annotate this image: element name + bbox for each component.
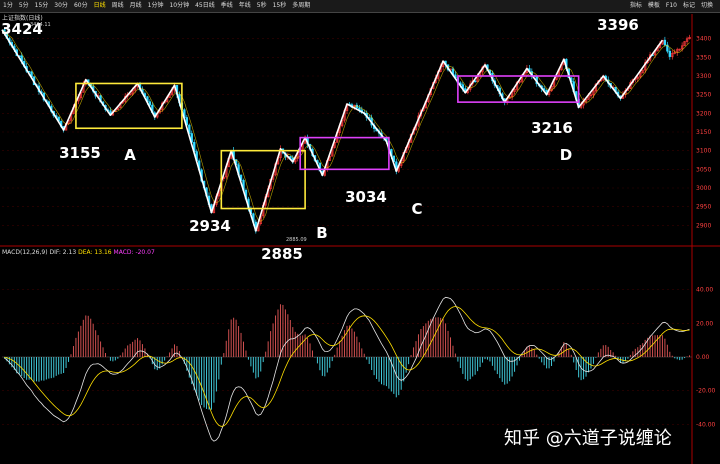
timeframe-tab[interactable]: 月线 <box>129 2 142 9</box>
price-label: 3216 <box>531 119 573 137</box>
pivot-box-d <box>457 75 580 103</box>
timeframe-tab[interactable]: 日线 <box>93 2 106 9</box>
timeframe-tab[interactable]: 45日线 <box>195 2 215 9</box>
segment-letter-label: C <box>411 200 422 218</box>
toolbar-menu-item[interactable]: 模板 <box>647 2 660 9</box>
pivot-box-c <box>299 136 390 171</box>
candle-body <box>685 38 689 42</box>
candle-body <box>678 48 681 51</box>
zigzag-line <box>1 29 664 232</box>
candle-body <box>128 93 132 96</box>
price-label: 3155 <box>59 144 101 162</box>
candle-body <box>636 76 639 79</box>
toolbar-menu-item[interactable]: 标记 <box>682 2 695 9</box>
candle-body <box>513 88 516 92</box>
pivot-box-b <box>220 149 306 210</box>
price-tick-label: 3400 <box>696 36 711 43</box>
price-tick-label: 2950 <box>696 204 711 211</box>
candle-body <box>592 90 595 96</box>
timeframe-tab[interactable]: 季线 <box>220 2 233 9</box>
timeframe-tab[interactable]: 15秒 <box>272 2 287 9</box>
chart-title: 上证指数(日线) <box>2 15 43 22</box>
watermark: 知乎 @六道子说缠论 <box>504 428 672 449</box>
toolbar-menu-item[interactable]: F10 <box>665 2 677 9</box>
timeframe-tab[interactable]: 周线 <box>111 2 124 9</box>
candle-body <box>584 99 588 102</box>
segment-letter-label: D <box>560 146 572 164</box>
segment-letter-label: A <box>124 146 136 164</box>
macd-legend: MACD(12,26,9) DIF: 2.13 DEA: 13.16 MACD:… <box>2 249 155 256</box>
candle-body <box>333 141 336 148</box>
price-label: 3424 <box>1 20 43 38</box>
macd-dif: DIF: 2.13 <box>49 249 77 256</box>
toolbar-menu-item[interactable]: 指标 <box>629 2 642 9</box>
price-tick-label: 3300 <box>696 73 711 80</box>
candle-body <box>641 69 644 74</box>
timeframe-tab[interactable]: 60分 <box>73 2 88 9</box>
timeframe-tab[interactable]: 5分 <box>18 2 29 9</box>
macd-tick-label: -20.00 <box>696 388 716 395</box>
candle-body <box>673 51 676 54</box>
timeframe-tab[interactable]: 1分 <box>3 2 13 9</box>
timeframe-tab[interactable]: 年线 <box>238 2 251 9</box>
macd-value: MACD: -20.07 <box>113 249 155 256</box>
candle-body <box>680 45 684 50</box>
toolbar-menu-item[interactable]: 切换 <box>700 2 713 9</box>
macd-dea-line <box>4 306 690 427</box>
macd-tick-label: -40.00 <box>696 421 716 428</box>
timeframe-tab[interactable]: 5秒 <box>256 2 267 9</box>
candle-body <box>148 101 152 106</box>
period-toolbar: 1分 5分 15分 30分 60分 日线 周线 月线 1分钟 10分钟 45日线 季线 年线 5秒 15秒多… <box>0 0 720 13</box>
candle-body <box>676 49 679 53</box>
extreme-value-annotation: 2885.09 <box>286 237 307 243</box>
pivot-box-a <box>75 82 183 130</box>
price-label: 3034 <box>345 188 387 206</box>
segment-letter-label: B <box>316 224 327 242</box>
candle-body <box>671 53 674 57</box>
moving-average-line <box>1 29 690 222</box>
timeframe-tab[interactable]: 多周期 <box>292 2 311 9</box>
candle-body <box>683 41 686 47</box>
candle-body <box>355 104 359 109</box>
macd-tick-label: 40.00 <box>696 287 713 294</box>
price-tick-label: 3150 <box>696 129 711 136</box>
candle-body <box>668 50 671 57</box>
price-label: 3396 <box>597 16 639 34</box>
candle-body <box>639 72 642 78</box>
price-tick-label: 3250 <box>696 92 711 99</box>
macd-dea: DEA: 13.16 <box>78 249 112 256</box>
price-tick-label: 3100 <box>696 148 711 155</box>
price-tick-label: 3000 <box>696 185 711 192</box>
timeframe-tab[interactable]: 10分钟 <box>169 2 190 9</box>
candle-body <box>473 80 477 83</box>
extreme-value-annotation: 3424.11 <box>30 22 51 28</box>
price-tick-label: 3350 <box>696 54 711 61</box>
price-label: 2934 <box>189 217 231 235</box>
macd-tick-label: 20.00 <box>696 320 713 327</box>
macd-tick-label: 0.00 <box>696 354 710 361</box>
price-tick-label: 3200 <box>696 110 711 117</box>
candle-body <box>663 39 667 46</box>
macd-params: MACD(12,26,9) <box>2 249 48 256</box>
candle-body <box>589 94 593 97</box>
price-label: 2885 <box>261 245 303 263</box>
candle-body <box>688 36 691 40</box>
candle-body <box>666 44 669 52</box>
price-tick-label: 3050 <box>696 166 711 173</box>
timeframe-tab[interactable]: 30分 <box>54 2 68 9</box>
macd-dif-line <box>4 296 690 442</box>
price-tick-label: 2900 <box>696 222 711 229</box>
timeframe-tab[interactable]: 1分钟 <box>147 2 164 9</box>
timeframe-tab[interactable]: 15分 <box>34 2 49 9</box>
